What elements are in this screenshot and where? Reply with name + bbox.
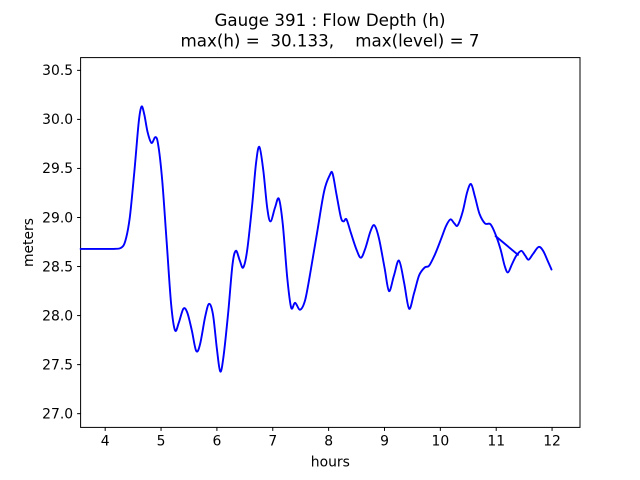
x-tick-label: 12 [543,434,561,450]
y-tick-label: 28.0 [42,308,73,324]
plot-area [80,57,581,428]
x-axis-label: hours [311,455,350,471]
x-tick-label: 6 [212,434,221,450]
y-axis-label: meters [21,218,37,267]
x-tick-label: 11 [487,434,505,450]
x-tick-label: 10 [432,434,450,450]
y-tick-label: 30.5 [42,63,73,79]
x-tick-label: 9 [380,434,389,450]
x-tick-label: 8 [324,434,333,450]
y-tick-label: 27.0 [42,406,73,422]
x-axis-ticks: 4 5 6 7 8 9 10 11 12 [101,427,561,450]
chart-subtitle: max(h) = 30.133, max(level) = 7 [180,31,479,51]
flow-depth-line [79,105,553,373]
y-axis-ticks: 27.0 27.5 28.0 28.5 29.0 29.5 30.0 30.5 [42,63,81,422]
x-tick-label: 5 [157,434,166,450]
x-tick-label: 4 [101,434,110,450]
y-tick-label: 28.5 [42,259,73,275]
chart-title: Gauge 391 : Flow Depth (h) [214,10,445,30]
flow-depth-overlap-segment [494,235,519,256]
x-tick-label: 7 [268,434,277,450]
y-tick-label: 27.5 [42,357,73,373]
y-tick-label: 29.0 [42,210,73,226]
y-tick-label: 29.5 [42,161,73,177]
y-tick-label: 30.0 [42,112,73,128]
